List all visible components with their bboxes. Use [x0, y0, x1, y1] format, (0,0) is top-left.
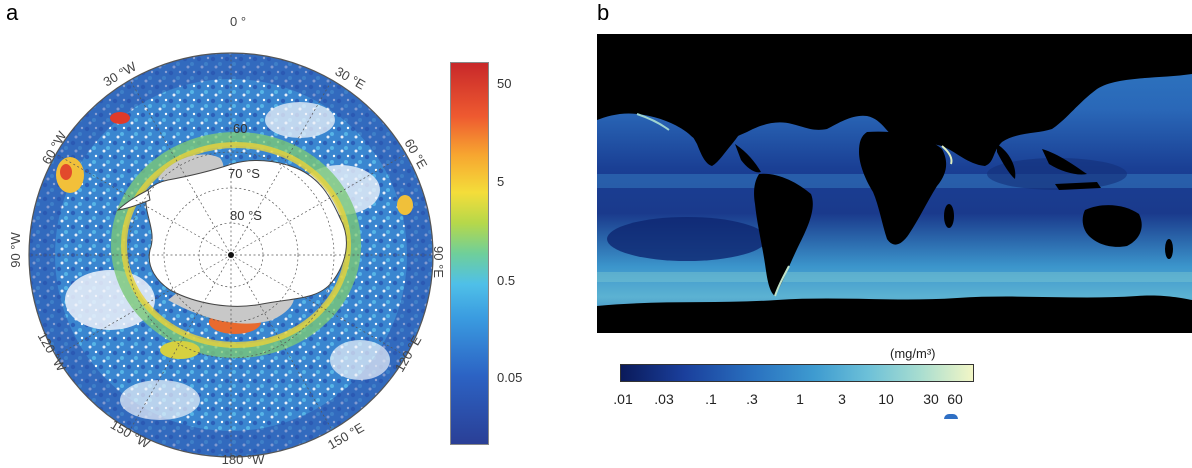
lon-label-0: 0 ° [230, 14, 246, 29]
colorbar-b-marker [944, 414, 958, 419]
colorbar-b-tick-3: .3 [746, 391, 758, 407]
colorbar-b-tick-7: 30 [923, 391, 939, 407]
colorbar-a-tick-0-05: 0.05 [497, 370, 522, 385]
colorbar-b-tick-2: .1 [705, 391, 717, 407]
colorbar-b-unit: (mg/m³) [890, 346, 936, 361]
lat-label-80s: 80 °S [230, 208, 262, 223]
colorbar-a-tick-0-5: 0.5 [497, 273, 515, 288]
lon-label-90w: 90 °W [8, 232, 23, 268]
lon-label-90e: 90 °E [431, 246, 446, 278]
colorbar-b-tick-1: .03 [654, 391, 673, 407]
world-map [597, 34, 1192, 333]
colorbar-b-tick-5: 3 [838, 391, 846, 407]
polar-map: 60 70 °S 80 °S 0 ° 30 °E 60 °E 90 °E 120… [0, 0, 450, 468]
colorbar-b-tick-0: .01 [613, 391, 632, 407]
colorbar-a-tick-50: 50 [497, 76, 511, 91]
lat-label-60: 60 [233, 121, 247, 136]
colorbar-a-tick-5: 5 [497, 174, 504, 189]
colorbar-b-tick-4: 1 [796, 391, 804, 407]
colorbar-b-tick-8: 60 [947, 391, 963, 407]
antarctica-landmass [146, 161, 347, 307]
colorbar-a [450, 62, 489, 445]
lat-label-70s: 70 °S [228, 166, 260, 181]
panel-b-letter: b [597, 0, 609, 26]
lon-label-180w: 180 °W [222, 452, 266, 467]
colorbar-b-tick-6: 10 [878, 391, 894, 407]
colorbar-b [620, 364, 974, 382]
